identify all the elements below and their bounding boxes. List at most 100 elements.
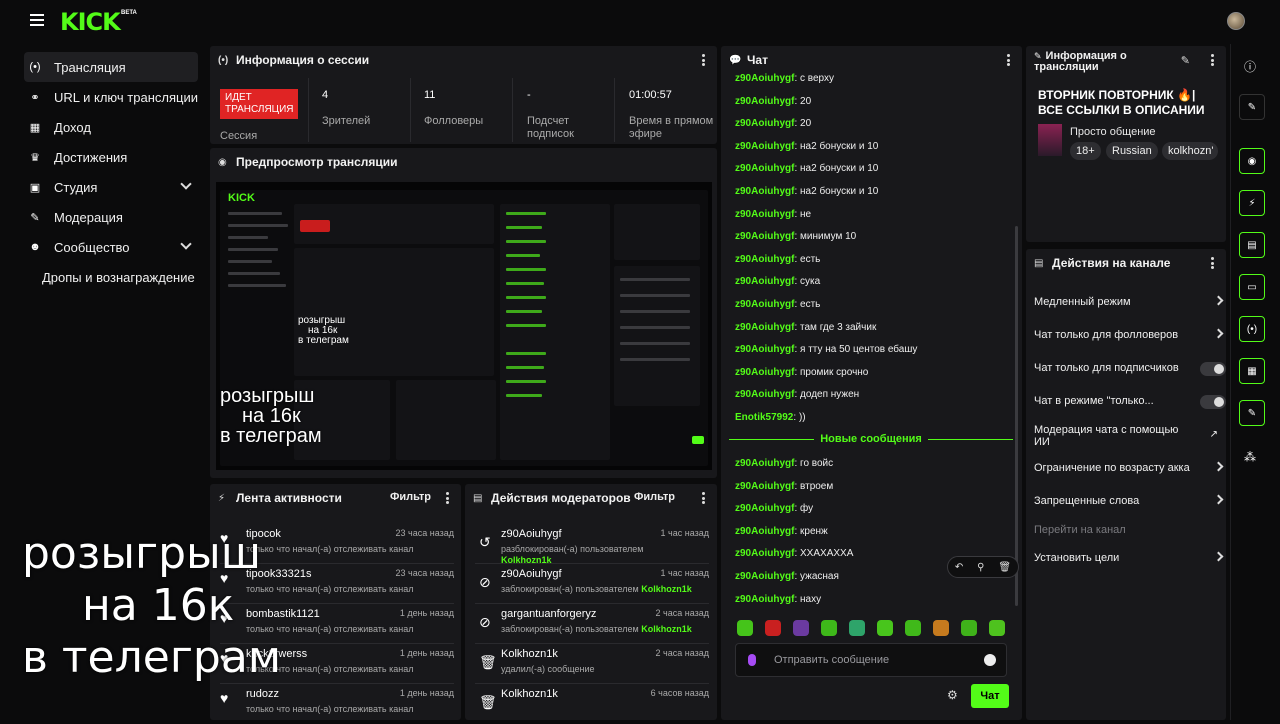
chat-message[interactable]: z90Aoiuhygf: 20 — [735, 96, 811, 107]
chat-username[interactable]: z90Aoiuhygf — [735, 231, 795, 243]
filter-button[interactable]: Фильтр — [389, 491, 431, 503]
chat-username[interactable]: z90Aoiuhygf — [735, 163, 795, 175]
chat-message[interactable]: z90Aoiuhygf: есть — [735, 254, 820, 265]
undo-icon[interactable]: ↶ — [954, 561, 964, 573]
bolt-icon[interactable]: ⚡ — [1239, 190, 1265, 216]
chat-input[interactable]: Отправить сообщение — [735, 643, 1007, 677]
edit-icon[interactable]: ✎ — [1239, 94, 1265, 120]
chat-username[interactable]: z90Aoiuhygf — [735, 344, 795, 356]
chat-username[interactable]: z90Aoiuhygf — [735, 593, 795, 605]
chat-message[interactable]: z90Aoiuhygf: ужасная — [735, 571, 839, 582]
chat-username[interactable]: z90Aoiuhygf — [735, 208, 795, 220]
more-icon[interactable] — [1210, 257, 1214, 269]
chat-message[interactable]: z90Aoiuhygf: минимум 10 — [735, 231, 856, 242]
sidebar-item-drops[interactable]: Дропы и вознаграждение — [42, 269, 195, 285]
chat-username[interactable]: z90Aoiuhygf — [735, 548, 795, 560]
chat-username[interactable]: z90Aoiuhygf — [735, 389, 795, 401]
sidebar-item-broadcast[interactable]: (•) Трансляция — [24, 52, 198, 82]
broadcast-icon[interactable]: (•) — [1239, 316, 1265, 342]
chat-username[interactable]: z90Aoiuhygf — [735, 525, 795, 537]
set-goals-item[interactable]: Установить цели — [1034, 545, 1224, 571]
followers-only-item[interactable]: Чат только для фолловеров — [1034, 322, 1224, 348]
chat-message[interactable]: Enotik57992: )) — [735, 412, 806, 423]
chat-username[interactable]: z90Aoiuhygf — [735, 571, 795, 582]
sidebar-item-studio[interactable]: ▣ Студия — [24, 172, 198, 202]
kick-logo[interactable]: KICK — [60, 8, 121, 36]
pin-icon[interactable]: ⚲ — [977, 561, 985, 573]
emote-icon[interactable] — [793, 620, 809, 636]
chat-message[interactable]: z90Aoiuhygf: я тту на 50 центов ебашу — [735, 344, 917, 355]
more-icon[interactable] — [1210, 54, 1214, 66]
wrench-icon[interactable]: ✎ — [1239, 400, 1265, 426]
emote-only-toggle[interactable] — [1200, 395, 1226, 409]
chat-username[interactable]: z90Aoiuhygf — [735, 118, 795, 130]
more-icon[interactable] — [701, 54, 705, 66]
chat-username[interactable]: z90Aoiuhygf — [735, 276, 795, 288]
emote-only-item[interactable]: Чат в режиме "только... — [1034, 388, 1226, 414]
chat-username[interactable]: z90Aoiuhygf — [735, 140, 795, 152]
gear-icon[interactable]: ⚙ — [947, 688, 958, 702]
subscribers-only-item[interactable]: Чат только для подписчиков — [1034, 355, 1226, 381]
sidebar-item-achievements[interactable]: ♛ Достижения — [24, 142, 198, 172]
emote-icon[interactable] — [737, 620, 753, 636]
list-icon[interactable]: ▤ — [1239, 232, 1265, 258]
channel-icon[interactable]: ▦ — [1239, 358, 1265, 384]
emote-icon[interactable] — [821, 620, 837, 636]
chat-message[interactable]: z90Aoiuhygf: на2 бонуски и 10 — [735, 141, 878, 152]
chat-message[interactable]: z90Aoiuhygf: на2 бонуски и 10 — [735, 163, 878, 174]
chat-message[interactable]: z90Aoiuhygf: есть — [735, 299, 820, 310]
slow-mode-item[interactable]: Медленный режим — [1034, 289, 1224, 315]
send-button[interactable]: Чат — [971, 684, 1009, 708]
avatar[interactable] — [1227, 12, 1245, 30]
emote-icon[interactable] — [905, 620, 921, 636]
chat-username[interactable]: z90Aoiuhygf — [735, 95, 795, 107]
chat-message[interactable]: z90Aoiuhygf: наху — [735, 594, 821, 605]
chat-message[interactable]: z90Aoiuhygf: кренж — [735, 526, 828, 537]
subscribers-only-toggle[interactable] — [1200, 362, 1226, 376]
info-icon[interactable]: ⓘ — [1244, 60, 1257, 74]
emote-icon[interactable] — [989, 620, 1005, 636]
chat-username[interactable]: z90Aoiuhygf — [735, 73, 795, 84]
emote-icon[interactable] — [961, 620, 977, 636]
stream-preview[interactable]: KICK розыгрыш на 16к в — [216, 182, 712, 470]
chat-scrollbar[interactable] — [1015, 226, 1018, 606]
chat-icon[interactable]: ▭ — [1239, 274, 1265, 300]
chat-username[interactable]: z90Aoiuhygf — [735, 186, 795, 197]
sidebar-item-url-key[interactable]: ⚭ URL и ключ трансляции — [24, 82, 198, 112]
emote-icon[interactable] — [849, 620, 865, 636]
sidebar-item-revenue[interactable]: ▦ Доход — [29, 119, 91, 135]
chat-message[interactable]: z90Aoiuhygf: промик срочно — [735, 367, 868, 378]
chat-message[interactable]: z90Aoiuhygf: втроем — [735, 481, 833, 492]
chat-username[interactable]: z90Aoiuhygf — [735, 480, 795, 492]
emote-icon[interactable] — [765, 620, 781, 636]
chat-username[interactable]: z90Aoiuhygf — [735, 458, 795, 469]
category-name[interactable]: Просто общение — [1070, 126, 1156, 138]
more-icon[interactable] — [445, 492, 449, 504]
chat-message[interactable]: z90Aoiuhygf: фу — [735, 503, 813, 514]
menu-icon[interactable] — [30, 14, 44, 26]
age-restriction-item[interactable]: Ограничение по возрасту акка — [1034, 455, 1224, 481]
apps-icon[interactable]: ⁂ — [1244, 450, 1256, 464]
chat-username[interactable]: z90Aoiuhygf — [735, 503, 795, 515]
chat-message[interactable]: z90Aoiuhygf: на2 бонуски и 10 — [735, 186, 878, 197]
emoji-icon[interactable] — [984, 654, 996, 666]
more-icon[interactable] — [701, 492, 705, 504]
chat-username[interactable]: z90Aoiuhygf — [735, 321, 795, 333]
chat-message[interactable]: z90Aoiuhygf: с верху — [735, 73, 834, 84]
chat-username[interactable]: z90Aoiuhygf — [735, 299, 795, 310]
chat-message[interactable]: z90Aoiuhygf: го войс — [735, 458, 833, 469]
banned-words-item[interactable]: Запрещенные слова — [1034, 488, 1224, 514]
emote-icon[interactable] — [877, 620, 893, 636]
chat-message[interactable]: z90Aoiuhygf: там где 3 зайчик — [735, 322, 876, 333]
chat-username[interactable]: z90Aoiuhygf — [735, 366, 795, 378]
edit-icon[interactable]: ✎ — [1180, 55, 1190, 67]
filter-button[interactable]: Фильтр — [633, 491, 675, 503]
emote-icon[interactable] — [933, 620, 949, 636]
sidebar-item-community[interactable]: ☻ Сообщество — [24, 232, 198, 262]
chat-username[interactable]: z90Aoiuhygf — [735, 253, 795, 265]
more-icon[interactable] — [1006, 54, 1010, 66]
trash-icon[interactable]: 🗑 — [998, 561, 1012, 573]
chat-username[interactable]: Enotik57992 — [735, 412, 794, 423]
chat-message[interactable]: z90Aoiuhygf: ХХАХАХХА — [735, 548, 853, 559]
chat-message[interactable]: z90Aoiuhygf: 20 — [735, 118, 811, 129]
